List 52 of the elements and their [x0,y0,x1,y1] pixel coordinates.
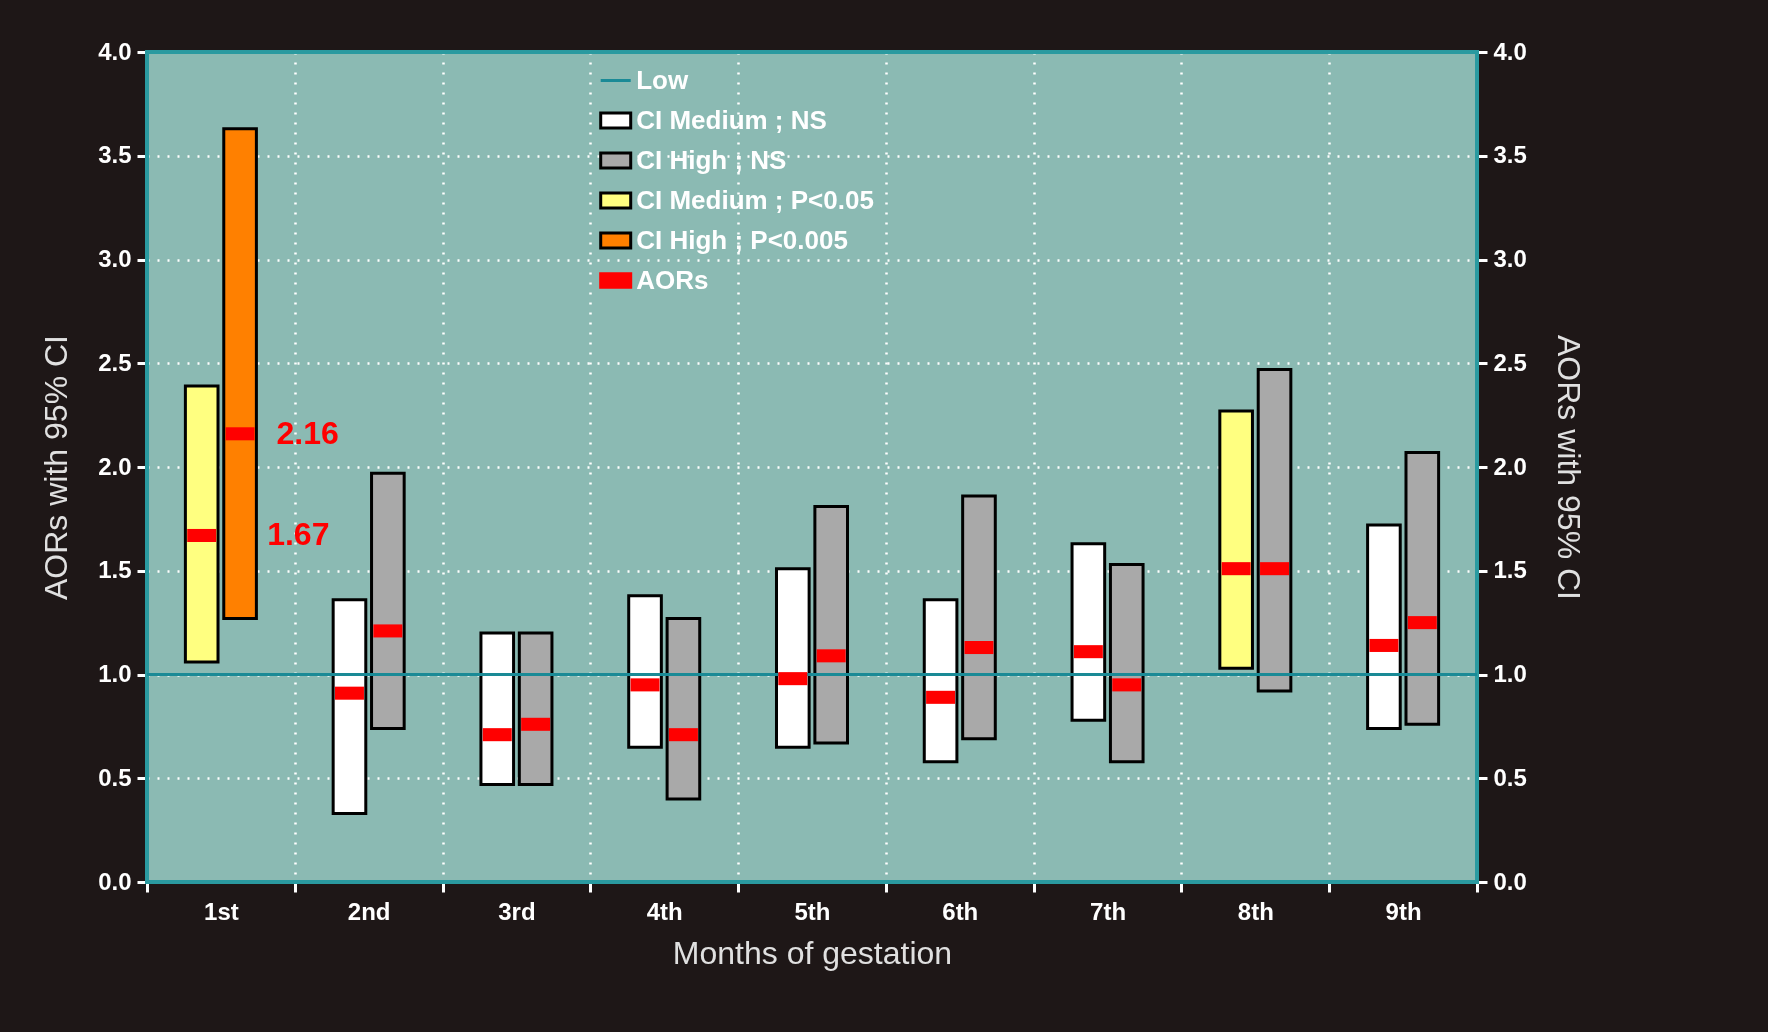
y2-tick-label: 3.0 [1493,245,1527,272]
y-tick-label: 1.0 [98,660,132,687]
legend-label: CI High ; P<0.005 [636,224,848,255]
bar [222,127,258,620]
bar [1366,523,1402,730]
data-label: 2.16 [276,414,339,451]
bar [813,504,850,745]
x-tick-label: 6th [942,897,979,925]
legend-label: Low [636,64,689,95]
x-tick-label: 7th [1090,897,1127,925]
y2-tick-label: 0.5 [1493,763,1527,791]
y-tick-label: 0.0 [98,867,132,895]
legend-label: AORs [636,264,709,295]
bar [1218,409,1254,670]
bar [774,567,811,749]
y2-tick-label: 2.0 [1493,452,1527,480]
y-axis-title: AORs with 95% CI [38,335,75,600]
y2-tick-label: 4.0 [1493,37,1527,65]
bar [1404,450,1441,726]
x-tick-label: 3rd [498,897,536,925]
bar [517,631,554,786]
x-tick-label: 1st [204,897,239,925]
y2-tick-label: 3.5 [1493,141,1527,169]
bar [665,616,702,801]
legend-label: CI Medium ; NS [636,104,827,135]
data-label: 1.67 [267,516,330,553]
y-tick-label: 2.0 [98,452,132,480]
x-axis-title: Months of gestation [672,934,953,971]
x-tick-label: 5th [794,897,831,925]
bar [1108,563,1145,764]
x-tick-label: 8th [1237,897,1274,925]
x-tick-label: 2nd [347,897,391,925]
bar [1256,367,1293,693]
x-tick-label: 9th [1385,897,1422,925]
bar [370,471,406,730]
y-tick-label: 1.5 [98,556,132,584]
y2-tick-label: 0.0 [1493,867,1527,895]
bar [961,494,997,741]
bar [627,594,663,749]
y2-tick-label: 1.5 [1493,556,1527,584]
legend-label: CI Medium ; P<0.05 [636,184,874,215]
y-tick-label: 3.0 [98,245,132,272]
bar [183,384,220,664]
y2-tick-label: 1.0 [1493,660,1527,687]
y2-axis-title: AORs with 95% CI [1550,335,1587,600]
y-tick-label: 3.5 [98,141,132,169]
y2-tick-label: 2.5 [1493,348,1527,376]
y-tick-label: 4.0 [98,37,132,65]
y-tick-label: 2.5 [98,348,132,376]
x-tick-label: 4th [646,897,683,925]
legend-label: CI High ; NS [636,144,787,175]
y-tick-label: 0.5 [98,763,132,791]
